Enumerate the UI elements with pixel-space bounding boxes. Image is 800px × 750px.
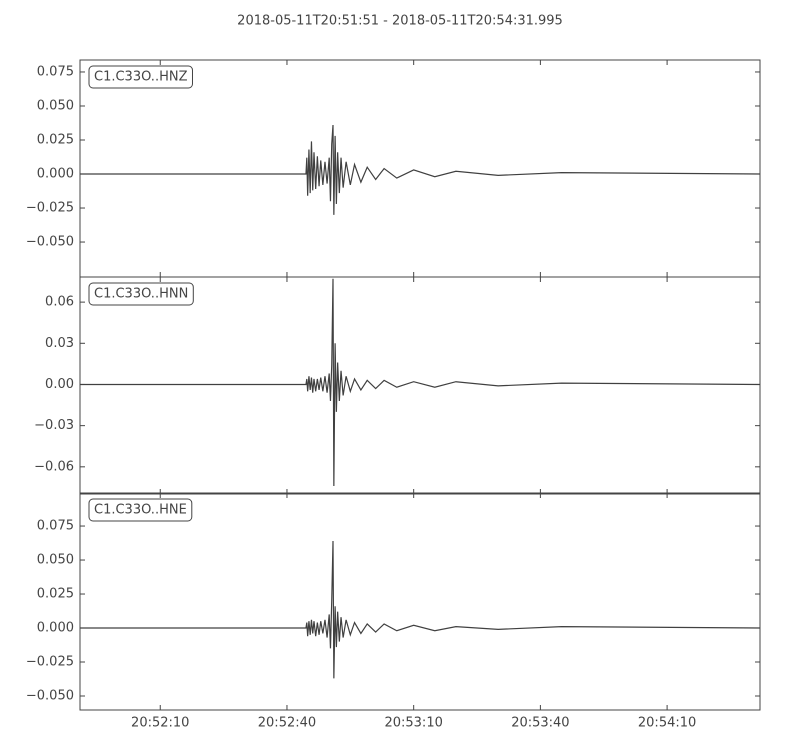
y-tick-label: −0.03 [34,418,74,433]
y-tick-label: −0.06 [34,459,74,474]
trace-label: C1.C33O..HNN [94,287,188,302]
y-tick-label: 0.00 [45,377,74,392]
waveform [80,540,761,679]
y-tick-label: 0.025 [37,132,74,147]
y-tick-label: −0.050 [26,688,74,703]
chart-title: 2018-05-11T20:51:51 - 2018-05-11T20:54:3… [237,14,563,29]
y-tick-label: 0.025 [37,587,74,602]
y-tick-label: 0.000 [37,167,74,182]
trace-label: C1.C33O..HNZ [94,70,188,85]
y-tick-label: 0.03 [45,336,74,351]
x-tick-label: 20:53:40 [511,716,569,731]
x-tick-label: 20:53:10 [384,716,442,731]
waveform [80,124,761,215]
plot-frame [79,492,761,711]
trace-label-box [88,282,194,306]
x-tick-label: 20:52:10 [131,716,189,731]
trace-label-box [88,65,193,89]
y-tick-label: 0.06 [45,295,74,310]
y-tick-label: 0.050 [37,553,74,568]
y-tick-label: 0.000 [37,621,74,636]
plot-frame [79,276,761,495]
y-tick-label: 0.075 [37,64,74,79]
y-tick-label: −0.050 [26,235,74,250]
x-tick-label: 20:52:40 [258,716,316,731]
y-tick-label: −0.025 [26,655,74,670]
y-tick-label: 0.075 [37,519,74,534]
x-tick-label: 20:54:10 [638,716,696,731]
trace-label-box [88,498,193,522]
y-tick-label: −0.025 [26,201,74,216]
waveform [80,278,761,487]
trace-label: C1.C33O..HNE [94,503,187,518]
y-tick-label: 0.050 [37,98,74,113]
